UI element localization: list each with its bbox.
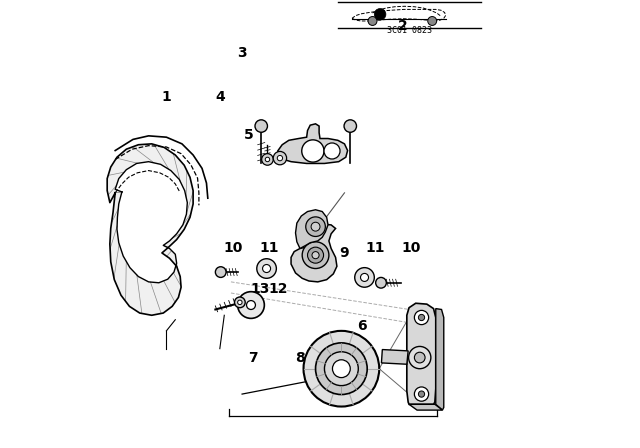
- Text: 5: 5: [244, 128, 253, 142]
- Circle shape: [408, 346, 431, 369]
- Circle shape: [316, 343, 367, 395]
- Polygon shape: [278, 124, 348, 164]
- Circle shape: [355, 267, 374, 287]
- Text: 11: 11: [366, 241, 385, 255]
- Circle shape: [344, 120, 356, 132]
- Circle shape: [311, 222, 320, 231]
- Circle shape: [257, 259, 276, 278]
- Polygon shape: [409, 404, 442, 410]
- Text: 3: 3: [237, 46, 247, 60]
- Circle shape: [376, 277, 387, 288]
- Circle shape: [324, 352, 358, 386]
- Text: 11: 11: [259, 241, 278, 255]
- Circle shape: [332, 360, 350, 378]
- Text: 9: 9: [340, 246, 349, 260]
- Text: 6: 6: [358, 319, 367, 333]
- Circle shape: [237, 292, 264, 319]
- Polygon shape: [436, 309, 444, 410]
- Text: 10: 10: [401, 241, 421, 255]
- Polygon shape: [381, 349, 408, 364]
- Circle shape: [255, 120, 268, 132]
- Text: 2: 2: [397, 19, 407, 33]
- Text: 3C01 0823: 3C01 0823: [387, 26, 431, 35]
- Circle shape: [302, 242, 329, 268]
- Circle shape: [301, 140, 324, 162]
- Circle shape: [306, 217, 325, 237]
- Circle shape: [324, 143, 340, 159]
- Circle shape: [303, 331, 380, 406]
- Circle shape: [419, 391, 424, 397]
- Text: 13: 13: [250, 281, 269, 296]
- Circle shape: [234, 297, 245, 308]
- Text: 12: 12: [268, 281, 287, 296]
- Text: 4: 4: [215, 90, 225, 104]
- Circle shape: [265, 157, 269, 162]
- Circle shape: [262, 264, 271, 272]
- Text: 8: 8: [295, 351, 305, 365]
- Text: 7: 7: [248, 351, 258, 365]
- Circle shape: [308, 247, 324, 263]
- Polygon shape: [296, 210, 328, 249]
- Circle shape: [216, 267, 226, 277]
- Circle shape: [312, 252, 319, 259]
- Circle shape: [237, 300, 242, 305]
- Circle shape: [374, 9, 386, 20]
- Circle shape: [246, 301, 255, 310]
- Circle shape: [414, 352, 425, 363]
- Circle shape: [262, 154, 273, 165]
- Text: 10: 10: [223, 241, 243, 255]
- Circle shape: [277, 155, 283, 161]
- Text: 1: 1: [161, 90, 172, 104]
- Polygon shape: [291, 224, 337, 282]
- Circle shape: [414, 387, 429, 401]
- Circle shape: [360, 273, 369, 281]
- Circle shape: [273, 151, 287, 165]
- Polygon shape: [107, 144, 193, 315]
- Circle shape: [368, 17, 377, 26]
- Circle shape: [428, 17, 436, 26]
- Circle shape: [419, 314, 424, 321]
- Circle shape: [414, 310, 429, 325]
- Polygon shape: [407, 303, 436, 404]
